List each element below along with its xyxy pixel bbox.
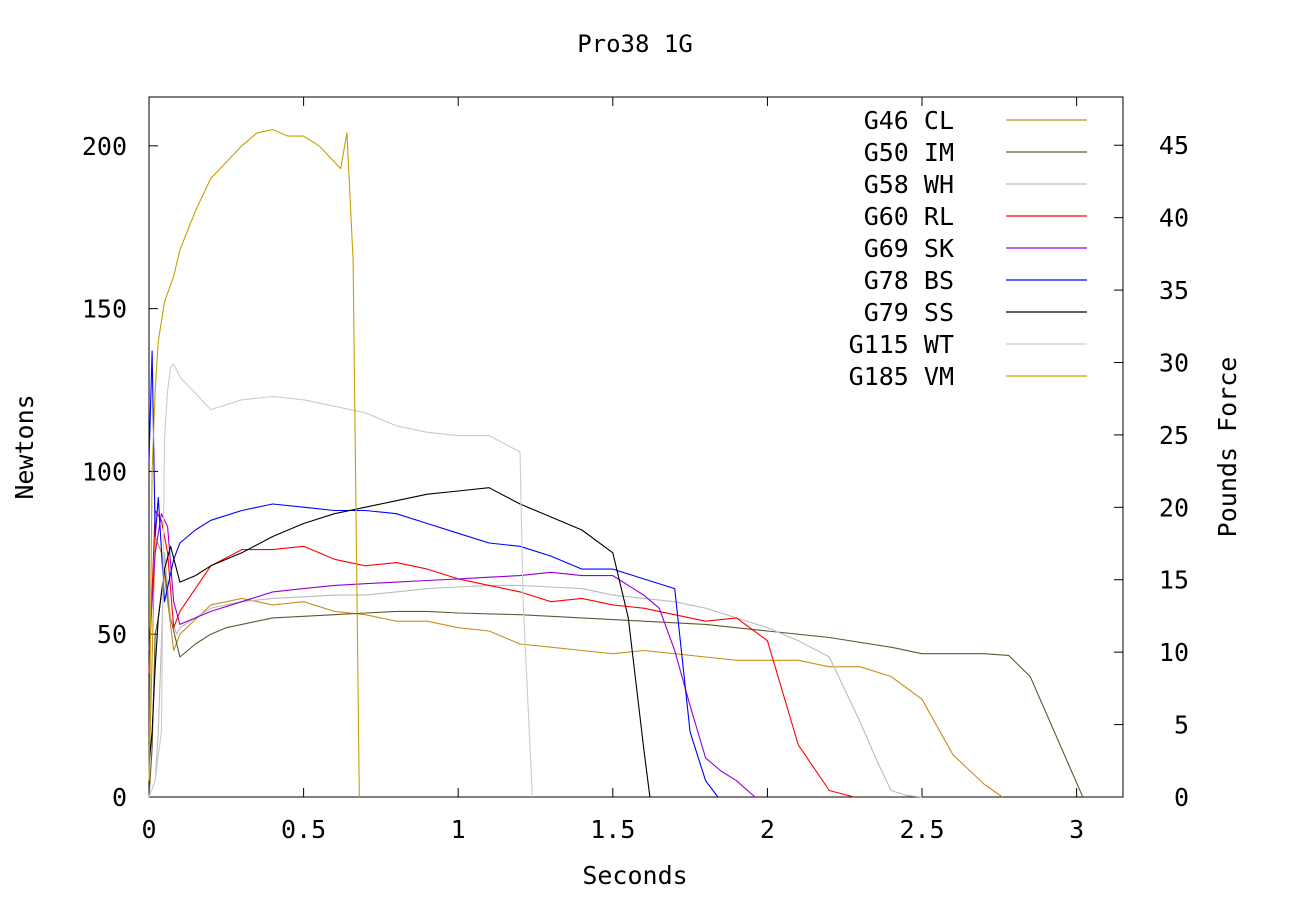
y2-tick-label: 5 — [1174, 711, 1189, 740]
legend-label: G60 RL — [864, 202, 954, 231]
y-axis: 0 50 100 150 200 — [82, 132, 158, 812]
y-tick-label: 0 — [112, 783, 127, 812]
y-tick-label: 50 — [97, 620, 127, 649]
series-line-2 — [148, 552, 923, 798]
x-tick-label: 3 — [1069, 815, 1084, 844]
series-line-0 — [148, 535, 1003, 798]
x-tick-label: 2 — [760, 815, 775, 844]
x-tick-label: 0.5 — [281, 815, 326, 844]
y2-tick-label: 45 — [1159, 131, 1189, 160]
x-tick-label: 1.5 — [590, 815, 635, 844]
legend-label: G79 SS — [864, 298, 954, 327]
y-tick-label: 150 — [82, 295, 127, 324]
legend-label: G58 WH — [864, 170, 954, 199]
y-axis-label: Newtons — [10, 394, 39, 499]
series-line-4 — [148, 513, 756, 798]
chart-title: Pro38 1G — [577, 30, 693, 58]
y2-tick-label: 25 — [1159, 421, 1189, 450]
y-tick-label: 100 — [82, 457, 127, 486]
x-axis-label: Seconds — [582, 861, 687, 890]
y2-axis: 0 5 10 15 20 25 30 35 40 45 — [1114, 131, 1189, 812]
legend: G46 CL G50 IM G58 WH G60 RL G69 SK G78 BS G79 … — [849, 106, 1087, 391]
y2-tick-label: 35 — [1159, 276, 1189, 305]
y2-axis-label: Pounds Force — [1213, 357, 1242, 538]
y2-tick-label: 0 — [1174, 783, 1189, 812]
x-tick-label: 1 — [451, 815, 466, 844]
y2-tick-label: 30 — [1159, 348, 1189, 377]
series-line-6 — [148, 487, 651, 798]
series-line-5 — [148, 350, 719, 798]
x-tick-label: 2.5 — [899, 815, 944, 844]
y2-tick-label: 40 — [1159, 204, 1189, 233]
legend-label: G46 CL — [864, 106, 954, 135]
y2-tick-label: 20 — [1159, 493, 1189, 522]
y2-tick-label: 15 — [1159, 566, 1189, 595]
legend-label: G115 WT — [849, 330, 954, 359]
series-line-7 — [148, 363, 533, 798]
legend-label: G50 IM — [864, 138, 954, 167]
x-tick-label: 0 — [141, 815, 156, 844]
legend-label: G78 BS — [864, 266, 954, 295]
y2-tick-label: 10 — [1159, 638, 1189, 667]
y-tick-label: 200 — [82, 132, 127, 161]
legend-label: G185 VM — [849, 362, 954, 391]
series-line-8 — [148, 129, 360, 798]
series-line-3 — [148, 509, 855, 798]
x-axis: 0 0.5 1 1.5 2 2.5 3 — [141, 97, 1084, 844]
plot-frame — [148, 96, 1124, 798]
legend-label: G69 SK — [864, 234, 954, 263]
series-layer — [148, 129, 1084, 798]
